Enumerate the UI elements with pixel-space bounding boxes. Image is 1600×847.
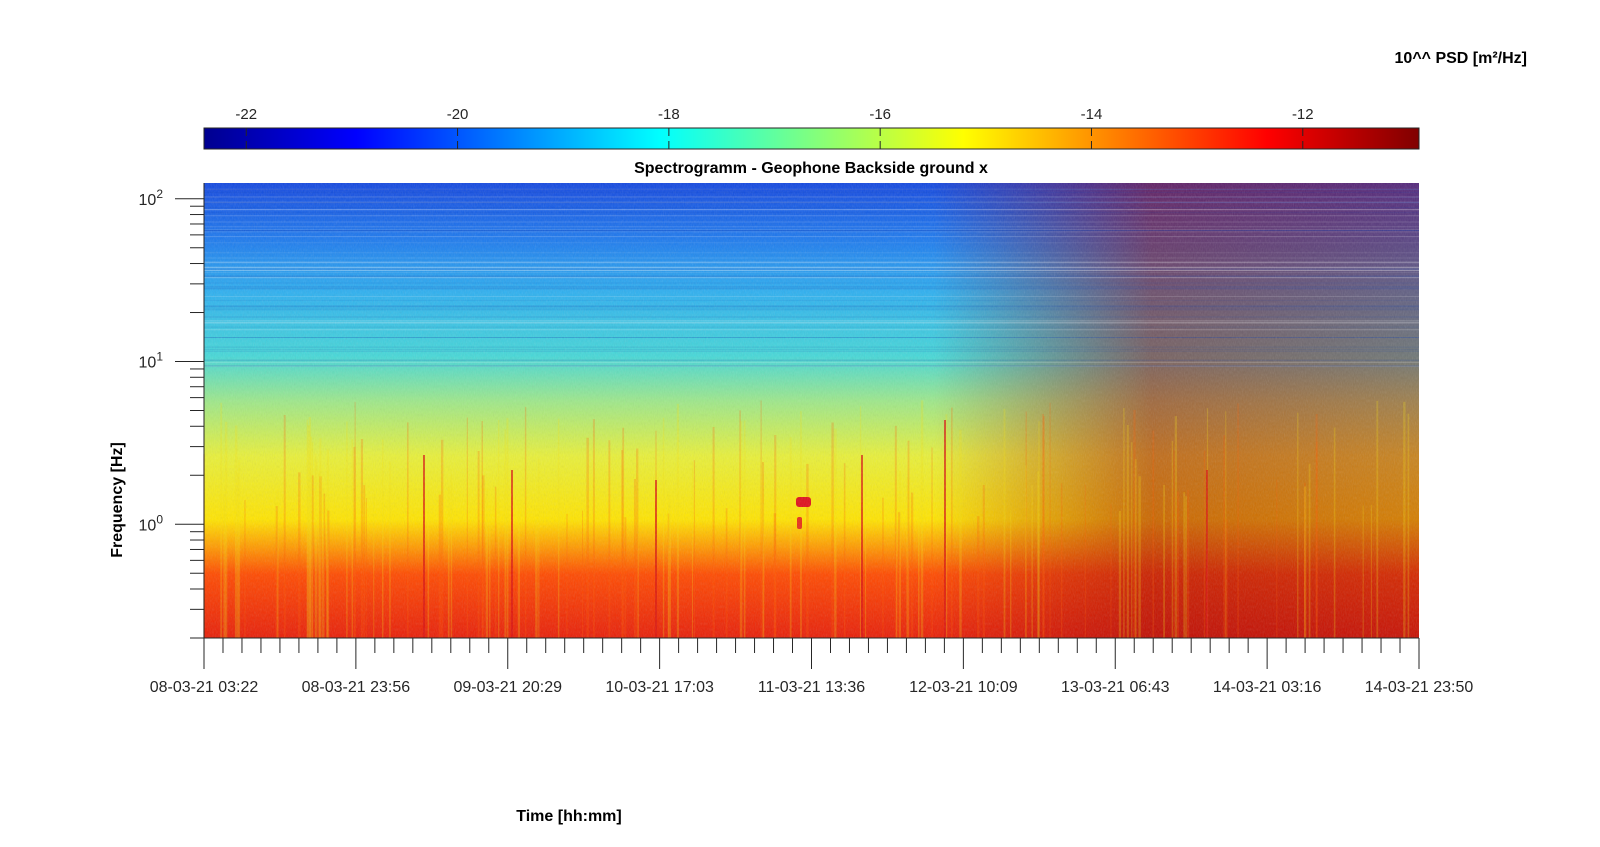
- chart-title: Spectrogramm - Geophone Backside ground …: [634, 160, 988, 177]
- x-tick-label: 13-03-21 06:43: [1061, 679, 1170, 696]
- x-tick-label: 09-03-21 20:29: [453, 679, 562, 696]
- y-tick-label: 100: [139, 512, 164, 534]
- colorbar-tick-label: -12: [1292, 106, 1314, 123]
- colorbar-label: 10^^ PSD [m²/Hz]: [1395, 50, 1527, 67]
- y-tick-label: 102: [139, 187, 164, 209]
- x-tick-label: 08-03-21 23:56: [302, 679, 411, 696]
- colorbar-tick-label: -18: [658, 106, 680, 123]
- colorbar: -22 -20 -18 -16 -14 -12: [203, 106, 1420, 150]
- colorbar-tick-label: -14: [1081, 106, 1103, 123]
- colorbar-tick-label: -22: [235, 106, 257, 123]
- x-axis-ticks: 08-03-21 03:22 08-03-21 23:56 09-03-21 20:…: [150, 638, 1474, 696]
- x-tick-label: 10-03-21 17:03: [605, 679, 714, 696]
- y-axis-label: Frequency [Hz]: [109, 442, 126, 558]
- x-tick-label: 12-03-21 10:09: [909, 679, 1018, 696]
- y-tick-label: 101: [139, 350, 164, 372]
- plot-area: [203, 183, 1419, 638]
- y-axis-ticks: 100 101 102: [139, 187, 204, 639]
- x-tick-label: 14-03-21 23:50: [1365, 679, 1474, 696]
- x-tick-label: 11-03-21 13:36: [758, 679, 865, 696]
- colorbar-tick-label: -16: [869, 106, 891, 123]
- x-tick-label: 14-03-21 03:16: [1213, 679, 1322, 696]
- x-axis-label: Time [hh:mm]: [516, 808, 621, 825]
- x-tick-label: 08-03-21 03:22: [150, 679, 259, 696]
- colorbar-tick-label: -20: [447, 106, 469, 123]
